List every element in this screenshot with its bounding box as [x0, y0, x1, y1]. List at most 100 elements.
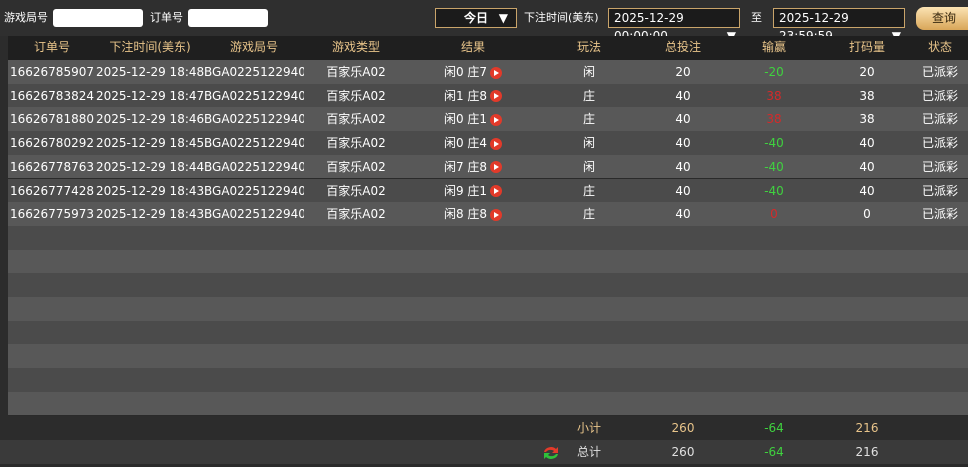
- subtotal-label: 小计: [576, 421, 601, 435]
- cell: -40: [726, 179, 822, 203]
- icon-part: [544, 447, 558, 453]
- time-label: 下注时间(美东): [524, 11, 599, 24]
- cell-text: 已派彩: [921, 159, 958, 174]
- cell: 闲0 庄1: [408, 107, 538, 131]
- total-bet: 260: [671, 445, 695, 459]
- table-row: [8, 249, 968, 274]
- play-icon[interactable]: [490, 137, 503, 150]
- period-text: 今日: [463, 11, 488, 25]
- cell: 百家乐A02: [304, 131, 408, 155]
- cell-text: 40: [675, 136, 691, 151]
- cell-text: 百家乐A02: [326, 207, 386, 222]
- cell: 38: [822, 107, 912, 131]
- column-header: 结果: [460, 40, 485, 54]
- refresh-icon: [544, 447, 558, 459]
- cell: 已派彩: [912, 155, 968, 179]
- cell-text: 16626781880: [10, 112, 94, 127]
- cell-text: BGA02251229404: [204, 183, 304, 198]
- start-select[interactable]: 2025-12-29 00:00:00▼: [608, 8, 740, 43]
- cell: 16626781880: [8, 107, 96, 131]
- end-select[interactable]: 2025-12-29 23:59:59▼: [773, 8, 905, 43]
- cell-text: 16626783824: [10, 88, 94, 103]
- column-header: 打码量: [848, 40, 885, 54]
- cell-text: 40: [859, 183, 875, 198]
- cell-text: 已派彩: [921, 136, 958, 151]
- cell: 已派彩: [912, 84, 968, 108]
- cell-text: 16626778763: [10, 159, 94, 174]
- cell: 40: [640, 155, 726, 179]
- play-icon[interactable]: [490, 161, 503, 174]
- round-input[interactable]: [53, 9, 143, 27]
- cell-text: 百家乐A02: [326, 65, 386, 79]
- cell-text: 闲1 庄8: [443, 88, 488, 103]
- column-header: 游戏局号: [229, 40, 278, 54]
- cell: 16626777428: [8, 179, 96, 203]
- cell: 40: [822, 179, 912, 203]
- play-icon[interactable]: [490, 66, 503, 79]
- column-header: 状态: [927, 40, 952, 54]
- cell: 2025-12-29 18:43: [96, 179, 204, 203]
- cell-text: 闲7 庄8: [443, 159, 488, 174]
- play-triangle: [494, 69, 500, 76]
- subtotal-bet: 260: [671, 421, 695, 435]
- column-header: 订单号: [33, 40, 70, 54]
- cell-text: 0: [770, 207, 778, 222]
- column-header: 总投注: [664, 40, 701, 54]
- cell-text: 闲: [582, 65, 595, 79]
- cell: 20: [822, 60, 912, 84]
- cell: 闲9 庄1: [408, 179, 538, 203]
- search-button[interactable]: 查询: [916, 7, 968, 30]
- cell: 2025-12-29 18:45: [96, 131, 204, 155]
- total-win: -64: [764, 445, 784, 459]
- cell-text: 40: [675, 207, 691, 222]
- cell: BGA02251229407: [204, 107, 304, 131]
- cell: BGA02251229405: [204, 155, 304, 179]
- cell-text: 38: [859, 88, 875, 103]
- cell: 40: [640, 84, 726, 108]
- cell: BGA02251229403: [204, 202, 304, 226]
- cell: 38: [726, 107, 822, 131]
- cell-text: 40: [675, 159, 691, 174]
- play-triangle: [494, 211, 500, 218]
- order-label: 订单号: [150, 11, 183, 24]
- play-icon[interactable]: [490, 113, 503, 126]
- table-row: [8, 107, 968, 132]
- cell: 庄: [538, 202, 640, 226]
- period-select[interactable]: 今日 ▼: [435, 8, 517, 28]
- cell: BGA02251229409: [204, 60, 304, 84]
- cell-text: -40: [764, 183, 784, 198]
- cell-text: 已派彩: [921, 207, 958, 222]
- cell-text: 38: [766, 88, 782, 103]
- cell: 20: [640, 60, 726, 84]
- cell: 闲0 庄7: [408, 60, 538, 84]
- cell-text: BGA02251229403: [204, 207, 304, 222]
- cell-text: 40: [859, 136, 875, 151]
- play-triangle: [494, 140, 500, 147]
- cell-text: 闲: [582, 136, 595, 151]
- cell-text: 38: [859, 112, 875, 127]
- cell-text: -40: [764, 136, 784, 151]
- cell: 闲7 庄8: [408, 155, 538, 179]
- table-row: [8, 178, 968, 203]
- cell-text: 38: [766, 112, 782, 127]
- order-input[interactable]: [188, 9, 268, 27]
- cell-text: 40: [675, 183, 691, 198]
- column-header: 游戏类型: [331, 40, 380, 54]
- cell-text: 16626777428: [10, 183, 94, 198]
- round-label: 游戏局号: [4, 11, 48, 24]
- cell: BGA02251229404: [204, 179, 304, 203]
- table-row: [8, 154, 968, 179]
- play-icon[interactable]: [490, 90, 503, 103]
- cell: 2025-12-29 18:48: [96, 60, 204, 84]
- cell: 16626778763: [8, 155, 96, 179]
- cell: 40: [640, 202, 726, 226]
- play-icon[interactable]: [490, 208, 503, 221]
- cell: 0: [822, 202, 912, 226]
- left-strip: [0, 36, 8, 440]
- cell: -40: [726, 131, 822, 155]
- table-row: [8, 297, 968, 321]
- header-row: [0, 36, 968, 60]
- play-icon[interactable]: [490, 185, 503, 197]
- total-turnover: 216: [855, 445, 879, 459]
- cell-text: 16626780292: [10, 136, 94, 151]
